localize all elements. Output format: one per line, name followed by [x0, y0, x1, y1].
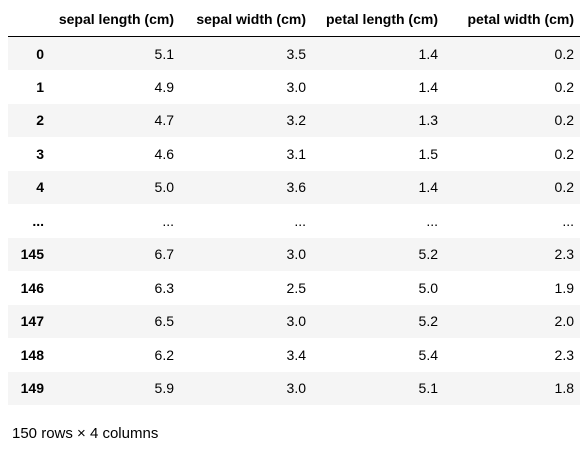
table-cell: 5.1 — [418, 380, 438, 397]
table-cell: 3.0 — [286, 380, 306, 397]
table-cell: 5.1 — [154, 45, 174, 62]
row-index: ... — [32, 212, 44, 229]
table-body: 0 5.1 3.5 1.4 0.2 1 4.9 3.0 1.4 0.2 2 4.7 3.2 1.3 0.2 3… — [8, 36, 580, 405]
table-row: 148 6.2 3.4 5.4 2.3 — [8, 338, 580, 372]
row-index: 0 — [36, 45, 44, 62]
table-cell: 5.0 — [418, 279, 438, 296]
row-index: 3 — [36, 145, 44, 162]
table-cell: 4.9 — [154, 78, 174, 95]
table-row: 0 5.1 3.5 1.4 0.2 — [8, 36, 580, 70]
table-row: 2 4.7 3.2 1.3 0.2 — [8, 103, 580, 137]
table-cell: 3.4 — [286, 346, 306, 363]
table-cell: ... — [426, 212, 438, 229]
row-index: 149 — [20, 380, 44, 397]
table-cell: 1.8 — [554, 380, 574, 397]
table-cell: 2.3 — [554, 246, 574, 263]
table-cell: 3.5 — [286, 45, 306, 62]
table-cell: 0.2 — [554, 78, 574, 95]
table-cell: 6.7 — [154, 246, 174, 263]
table-cell: ... — [294, 212, 306, 229]
table-cell: 1.5 — [418, 145, 438, 162]
table-cell: 5.9 — [154, 380, 174, 397]
row-index: 146 — [20, 279, 44, 296]
table-row: 4 5.0 3.6 1.4 0.2 — [8, 170, 580, 204]
column-header: petal width (cm) — [444, 2, 580, 37]
table-cell: 4.6 — [154, 145, 174, 162]
table-header: sepal length (cm) sepal width (cm) petal l… — [8, 2, 580, 37]
column-header: sepal width (cm) — [180, 2, 312, 37]
table-cell: 0.2 — [554, 179, 574, 196]
table-cell: 3.0 — [286, 78, 306, 95]
table-cell: ... — [162, 212, 174, 229]
table-cell: 6.3 — [154, 279, 174, 296]
footer-text: 150 rows × 4 columns — [12, 425, 159, 442]
table-cell: 5.2 — [418, 313, 438, 330]
table-cell: 6.2 — [154, 346, 174, 363]
table-cell: 0.2 — [554, 112, 574, 129]
column-header: petal length (cm) — [312, 2, 444, 37]
table-cell: 0.2 — [554, 145, 574, 162]
header-row: sepal length (cm) sepal width (cm) petal l… — [8, 2, 580, 37]
table-cell: 5.0 — [154, 179, 174, 196]
table-cell: 5.2 — [418, 246, 438, 263]
data-table: sepal length (cm) sepal width (cm) petal l… — [8, 2, 580, 405]
table-row: 147 6.5 3.0 5.2 2.0 — [8, 304, 580, 338]
table-cell: 1.4 — [418, 78, 438, 95]
row-index: 2 — [36, 112, 44, 129]
table-cell: 3.0 — [286, 313, 306, 330]
row-index: 145 — [20, 246, 44, 263]
table-row: ............... — [8, 204, 580, 238]
table-cell: 5.4 — [418, 346, 438, 363]
table-cell: 1.4 — [418, 179, 438, 196]
table-cell: 4.7 — [154, 112, 174, 129]
table-cell: 3.2 — [286, 112, 306, 129]
table-cell: 3.1 — [286, 145, 306, 162]
column-header: sepal length (cm) — [50, 2, 180, 37]
table-cell: 3.6 — [286, 179, 306, 196]
index-header — [8, 2, 50, 37]
table-cell: 6.5 — [154, 313, 174, 330]
table-cell: 1.3 — [418, 112, 438, 129]
table-row: 3 4.6 3.1 1.5 0.2 — [8, 137, 580, 171]
table-row: 146 6.3 2.5 5.0 1.9 — [8, 271, 580, 305]
table-cell: 2.3 — [554, 346, 574, 363]
table-cell: 1.9 — [554, 279, 574, 296]
row-index: 4 — [36, 179, 44, 196]
row-index: 148 — [20, 346, 44, 363]
row-index: 1 — [36, 78, 44, 95]
row-index: 147 — [20, 313, 44, 330]
table-row: 149 5.9 3.0 5.1 1.8 — [8, 371, 580, 405]
table-cell: 1.4 — [418, 45, 438, 62]
table-row: 1 4.9 3.0 1.4 0.2 — [8, 70, 580, 104]
table-row: 145 6.7 3.0 5.2 2.3 — [8, 237, 580, 271]
table-cell: 2.5 — [286, 279, 306, 296]
table-cell: 0.2 — [554, 45, 574, 62]
table-cell: 3.0 — [286, 246, 306, 263]
table-cell: ... — [562, 212, 574, 229]
table-cell: 2.0 — [554, 313, 574, 330]
